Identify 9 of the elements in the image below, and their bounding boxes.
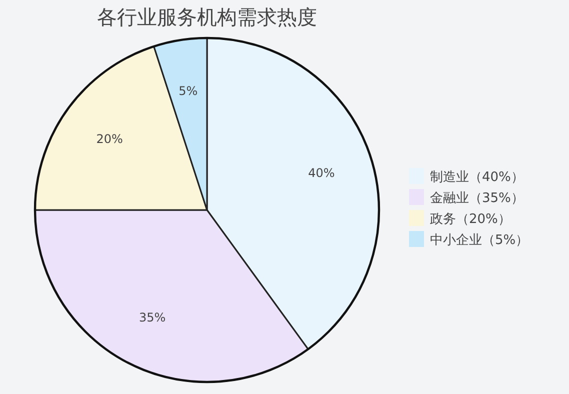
slice-label: 制造业（40%） [430, 170, 524, 185]
data-label: 5% [178, 84, 198, 98]
legend-label: 金融业（35%） [430, 191, 524, 206]
chart-title: 各行业服务机构需求热度 [97, 5, 317, 29]
data-label: 40% [308, 166, 335, 180]
data-label: 35% [139, 310, 166, 324]
legend-label: 中小企业（5%） [430, 233, 529, 248]
data-label: 20% [96, 132, 123, 146]
legend-label: 政务（20%） [430, 212, 511, 227]
